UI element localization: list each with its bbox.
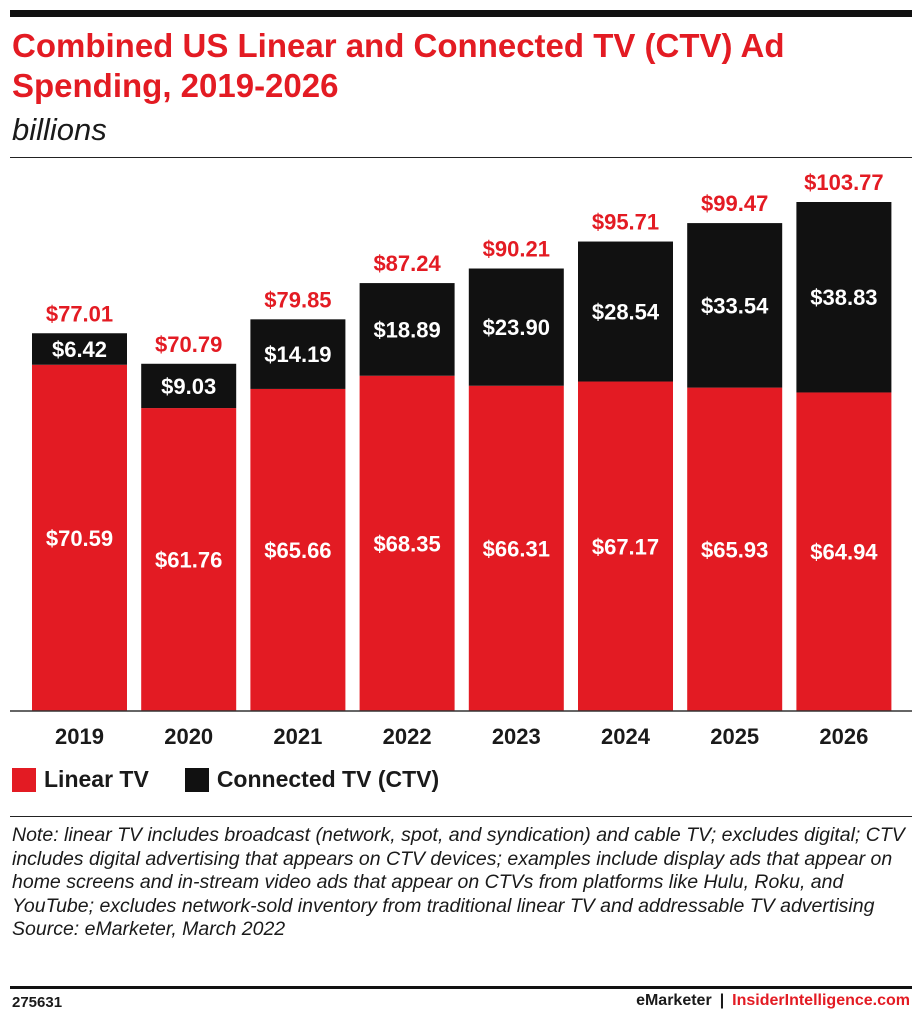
bar-ctv-2025 bbox=[687, 223, 783, 388]
bar-linear-2023 bbox=[468, 385, 564, 711]
legend-label-ctv: Connected TV (CTV) bbox=[216, 766, 440, 792]
label-ctv-2022: $18.89 bbox=[373, 317, 440, 342]
legend-swatch-linear bbox=[12, 767, 36, 792]
x-tick-2021: 2021 bbox=[273, 724, 322, 749]
label-ctv-2019: $6.42 bbox=[52, 337, 107, 362]
legend-item-linear: Linear TV bbox=[12, 766, 149, 793]
label-linear-2020: $61.76 bbox=[155, 548, 222, 573]
label-total-2022: $87.24 bbox=[373, 251, 441, 276]
bar-linear-2026 bbox=[796, 392, 892, 711]
note-text: Note: linear TV includes broadcast (netw… bbox=[12, 824, 905, 917]
legend-swatch-ctv bbox=[184, 767, 209, 792]
note-block: Note: linear TV includes broadcast (netw… bbox=[12, 824, 912, 942]
footer-rule bbox=[10, 986, 912, 989]
brand-insider-intelligence: InsiderIntelligence.com bbox=[732, 992, 910, 1009]
label-linear-2022: $68.35 bbox=[373, 531, 440, 556]
bar-ctv-2021 bbox=[250, 319, 346, 389]
x-tick-2024: 2024 bbox=[601, 724, 651, 749]
x-tick-2026: 2026 bbox=[819, 724, 868, 749]
label-ctv-2024: $28.54 bbox=[592, 300, 660, 325]
label-total-2019: $77.01 bbox=[46, 301, 113, 326]
x-tick-2022: 2022 bbox=[383, 724, 432, 749]
bar-ctv-2020 bbox=[141, 363, 237, 409]
label-total-2023: $90.21 bbox=[483, 237, 550, 262]
label-ctv-2026: $38.83 bbox=[810, 285, 877, 310]
label-total-2024: $95.71 bbox=[592, 210, 659, 235]
brand-separator: | bbox=[719, 992, 725, 1009]
brand-emarketer: eMarketer bbox=[636, 992, 712, 1009]
bar-linear-2022 bbox=[359, 375, 455, 711]
chart-subtitle: billions bbox=[12, 112, 107, 147]
label-linear-2021: $65.66 bbox=[264, 538, 331, 563]
bar-linear-2020 bbox=[141, 408, 237, 711]
x-tick-2023: 2023 bbox=[492, 724, 541, 749]
bar-ctv-2022 bbox=[359, 283, 455, 376]
label-ctv-2020: $9.03 bbox=[161, 374, 216, 399]
bar-linear-2024 bbox=[578, 381, 673, 711]
x-tick-2020: 2020 bbox=[164, 724, 213, 749]
label-total-2020: $70.79 bbox=[155, 332, 222, 357]
label-total-2021: $79.85 bbox=[264, 287, 331, 312]
legend-item-ctv: Connected TV (CTV) bbox=[184, 766, 440, 793]
label-ctv-2025: $33.54 bbox=[701, 293, 769, 318]
label-linear-2019: $70.59 bbox=[46, 526, 113, 551]
chart-id: 275631 bbox=[12, 994, 63, 1011]
source-text: Source: eMarketer, March 2022 bbox=[12, 918, 286, 940]
note-divider bbox=[10, 816, 912, 817]
bar-linear-2019 bbox=[32, 364, 127, 711]
x-tick-2025: 2025 bbox=[710, 724, 759, 749]
bar-ctv-2023 bbox=[468, 268, 564, 386]
chart-title: Combined US Linear and Connected TV (CTV… bbox=[12, 27, 785, 104]
bar-ctv-2019 bbox=[32, 333, 127, 365]
top-rule bbox=[10, 10, 912, 17]
legend-label-linear: Linear TV bbox=[44, 766, 149, 792]
label-ctv-2021: $14.19 bbox=[264, 342, 331, 367]
bar-linear-2025 bbox=[687, 387, 783, 711]
label-ctv-2023: $23.90 bbox=[483, 315, 550, 340]
label-total-2026: $103.77 bbox=[804, 170, 884, 195]
brand-footer: eMarketer | InsiderIntelligence.com bbox=[636, 992, 910, 1010]
bar-linear-2021 bbox=[250, 388, 346, 711]
bar-ctv-2026 bbox=[796, 202, 892, 393]
label-linear-2025: $65.93 bbox=[701, 537, 768, 562]
header-divider bbox=[10, 157, 912, 158]
bar-ctv-2024 bbox=[578, 241, 673, 382]
legend: Linear TV Connected TV (CTV) bbox=[12, 766, 475, 793]
label-linear-2026: $64.94 bbox=[810, 540, 878, 565]
label-total-2025: $99.47 bbox=[701, 191, 768, 216]
label-linear-2024: $67.17 bbox=[592, 534, 659, 559]
x-tick-2019: 2019 bbox=[55, 724, 104, 749]
label-linear-2023: $66.31 bbox=[483, 536, 550, 561]
stacked-bar-chart: $70.59 $6.42 $77.01 2019 $61.76 $9.03 $70.79 20… bbox=[10, 170, 912, 749]
